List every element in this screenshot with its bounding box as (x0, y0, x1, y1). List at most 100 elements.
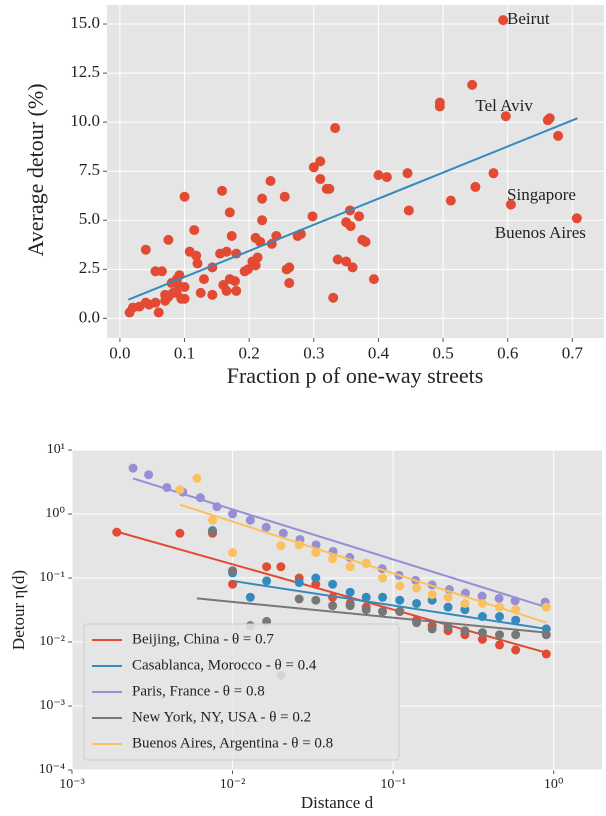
data-point (311, 595, 321, 605)
data-point (228, 566, 238, 576)
x-tick-label: 0.1 (174, 343, 195, 362)
x-tick-label: 10⁰ (544, 777, 564, 792)
annotation: Singapore (507, 185, 576, 204)
data-point (477, 612, 487, 622)
data-point (311, 573, 321, 583)
x-tick-label: 0.6 (497, 343, 518, 362)
data-point (494, 593, 504, 603)
fit-line (127, 117, 578, 301)
data-point (460, 626, 470, 636)
data-point (427, 590, 437, 600)
data-point (403, 205, 414, 216)
data-point (276, 562, 286, 572)
data-point (495, 630, 505, 640)
y-tick-label: 15.0 (70, 13, 100, 32)
data-point (330, 123, 341, 134)
data-point (368, 274, 379, 285)
data-point (250, 232, 261, 243)
data-point (163, 234, 174, 245)
data-point (495, 612, 505, 622)
legend-label: Paris, France - θ = 0.8 (132, 683, 265, 699)
x-tick-label: 0.4 (368, 343, 390, 362)
fit-line (116, 530, 547, 654)
data-point (541, 649, 551, 659)
data-point (378, 573, 388, 583)
data-point (460, 598, 470, 608)
data-point (378, 592, 388, 602)
data-point (308, 162, 319, 173)
data-point (250, 260, 261, 271)
data-point (294, 578, 304, 588)
data-point (175, 528, 185, 538)
data-point (153, 307, 164, 318)
data-point (378, 606, 388, 616)
data-point (395, 606, 405, 616)
y-tick-label: 12.5 (70, 62, 100, 81)
data-point (510, 596, 520, 606)
data-point (412, 618, 422, 628)
data-point (395, 595, 405, 605)
data-point (381, 172, 392, 183)
legend-label: Casablanca, Morocco - θ = 0.4 (132, 657, 317, 673)
x-tick-label: 10⁻² (220, 777, 246, 792)
data-point (402, 168, 413, 179)
data-point (217, 185, 228, 196)
fit-line (232, 579, 547, 630)
y-tick-label: 10¹ (47, 442, 65, 457)
data-point (261, 522, 271, 532)
y-tick-label: 10.0 (70, 111, 100, 130)
y-tick-label: 5.0 (79, 209, 100, 228)
data-point (511, 645, 521, 655)
x-tick-label: 0.0 (109, 343, 130, 362)
data-point (239, 266, 250, 277)
x-tick-label: 0.5 (432, 343, 453, 362)
data-point (395, 581, 405, 591)
data-point (175, 485, 185, 495)
data-point (495, 602, 505, 612)
data-point (443, 592, 453, 602)
data-point (311, 548, 321, 558)
data-point (262, 562, 272, 572)
data-point (315, 174, 326, 185)
data-point (443, 602, 453, 612)
data-point (150, 297, 161, 308)
data-point (324, 183, 335, 194)
data-point (345, 221, 356, 232)
y-tick-label: 10⁻² (39, 634, 65, 649)
data-point (315, 156, 326, 167)
data-point (245, 515, 255, 525)
data-point (495, 640, 505, 650)
fit-line (196, 597, 547, 634)
data-point (361, 558, 371, 568)
data-point (328, 554, 338, 564)
data-point (553, 130, 564, 141)
data-point (284, 262, 295, 273)
data-point (171, 287, 182, 298)
data-point (541, 630, 551, 640)
x-tick-label: 10⁻¹ (380, 777, 406, 792)
data-point (427, 624, 437, 634)
data-point (279, 191, 290, 202)
data-point (160, 295, 171, 306)
data-point (162, 482, 172, 492)
data-point (500, 111, 511, 122)
data-point (511, 605, 521, 615)
y-tick-label: 10⁰ (45, 506, 65, 521)
data-point (245, 592, 255, 602)
data-point (498, 15, 509, 26)
data-point (571, 213, 582, 224)
y-tick-label: 0.0 (79, 307, 100, 326)
data-point (184, 246, 195, 257)
data-point (412, 598, 422, 608)
data-point (345, 562, 355, 572)
data-point (150, 266, 161, 277)
y-axis-label: Average detour (%) (23, 83, 48, 256)
y-tick-label: 10⁻⁴ (39, 762, 65, 777)
data-point (229, 276, 240, 287)
data-point (511, 630, 521, 640)
data-point (328, 601, 338, 611)
data-point (341, 256, 352, 267)
data-point (278, 528, 288, 538)
data-point (361, 592, 371, 602)
data-point (284, 278, 295, 289)
